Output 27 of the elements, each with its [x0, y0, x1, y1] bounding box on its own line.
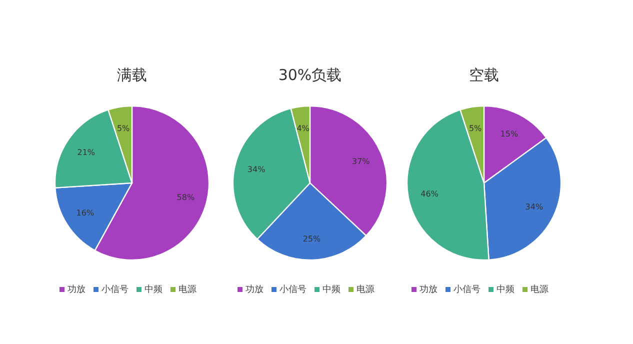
legend-label: 功放	[68, 284, 86, 295]
data-label: 16%	[76, 208, 94, 218]
chart-title: 空载	[469, 66, 499, 84]
legend-label: 功放	[246, 284, 264, 295]
legend-label: 小信号	[454, 284, 480, 295]
legend-label: 电源	[178, 284, 196, 295]
chart-title: 30%负载	[278, 66, 342, 84]
data-label: 34%	[247, 165, 266, 174]
legend-label: 中频	[322, 284, 340, 295]
data-label: 21%	[77, 148, 96, 157]
legend-label: 中频	[144, 284, 162, 295]
legend-label: 中频	[496, 284, 514, 295]
legend-label: 小信号	[280, 284, 306, 295]
data-label: 37%	[352, 156, 370, 166]
legend-label: 功放	[420, 284, 438, 295]
legend-label: 小信号	[102, 284, 128, 295]
data-label: 5%	[468, 124, 482, 134]
data-label: 46%	[420, 189, 439, 198]
data-label: 58%	[176, 192, 195, 202]
data-label: 4%	[296, 124, 310, 133]
data-label: 34%	[525, 202, 544, 212]
chart-title: 满载	[117, 66, 147, 84]
data-label: 25%	[302, 234, 322, 244]
data-label: 5%	[116, 124, 130, 134]
legend-label: 电源	[356, 284, 374, 295]
data-label: 15%	[500, 130, 518, 139]
legend-label: 电源	[530, 284, 548, 295]
